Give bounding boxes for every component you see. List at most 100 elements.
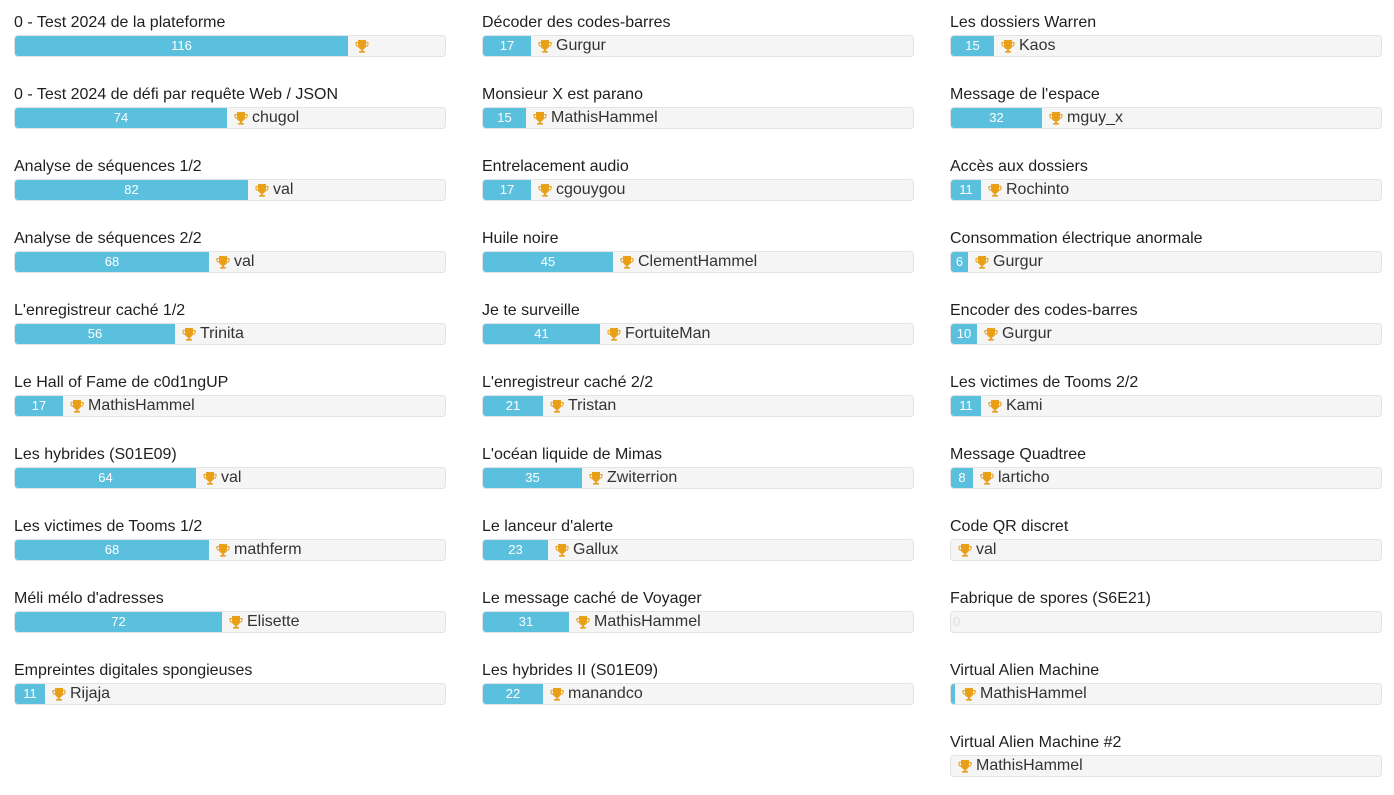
challenge-title[interactable]: 0 - Test 2024 de la plateforme: [14, 14, 226, 31]
challenge-item[interactable]: L'enregistreur caché 2/2 21 Tristan: [482, 373, 914, 445]
challenge-item[interactable]: Virtual Alien Machine MathisHammel: [950, 661, 1382, 733]
first-solver-name[interactable]: larticho: [998, 469, 1050, 486]
challenge-title[interactable]: Message Quadtree: [950, 446, 1087, 463]
challenge-title[interactable]: L'océan liquide de Mimas: [482, 446, 663, 463]
first-solver: ClementHammel: [619, 253, 757, 271]
challenge-item[interactable]: Le message caché de Voyager 31 MathisHamme…: [482, 589, 914, 661]
challenge-title[interactable]: Méli mélo d'adresses: [14, 590, 164, 607]
challenge-title[interactable]: Empreintes digitales spongieuses: [14, 662, 253, 679]
first-solver-name[interactable]: val: [976, 541, 997, 558]
first-solver-name[interactable]: MathisHammel: [980, 685, 1087, 702]
challenge-item[interactable]: Méli mélo d'adresses 72 Elisette: [14, 589, 446, 661]
trophy-icon: [575, 614, 591, 630]
challenge-title[interactable]: L'enregistreur caché 2/2: [482, 374, 654, 391]
challenge-item[interactable]: Analyse de séquences 2/2 68 val: [14, 229, 446, 301]
challenge-title[interactable]: Le Hall of Fame de c0d1ngUP: [14, 374, 229, 391]
challenge-title[interactable]: Message de l'espace: [950, 86, 1100, 103]
challenge-title[interactable]: Fabrique de spores (S6E21): [950, 590, 1151, 607]
challenge-item[interactable]: Code QR discret val: [950, 517, 1382, 589]
challenge-title[interactable]: Analyse de séquences 1/2: [14, 158, 202, 175]
first-solver-name[interactable]: chugol: [252, 109, 300, 126]
challenge-item[interactable]: Entrelacement audio 17 cgouygou: [482, 157, 914, 229]
first-solver-name[interactable]: mathferm: [234, 541, 302, 558]
challenge-item[interactable]: Encoder des codes-barres 10 Gurgur: [950, 301, 1382, 373]
solver-count: 11: [15, 684, 45, 704]
first-solver-name[interactable]: Rochinto: [1006, 181, 1070, 198]
first-solver-name[interactable]: MathisHammel: [976, 757, 1083, 774]
challenge-item[interactable]: Message Quadtree 8 larticho: [950, 445, 1382, 517]
challenge-item[interactable]: Huile noire 45 ClementHammel: [482, 229, 914, 301]
first-solver-name[interactable]: Kaos: [1019, 37, 1056, 54]
challenge-item[interactable]: Analyse de séquences 1/2 82 val: [14, 157, 446, 229]
challenge-item[interactable]: Les victimes de Tooms 1/2 68 mathferm: [14, 517, 446, 589]
trophy-icon: [181, 326, 197, 342]
first-solver-name[interactable]: ClementHammel: [638, 253, 758, 270]
first-solver-name[interactable]: Gurgur: [556, 37, 606, 54]
first-solver-name[interactable]: Zwiterrion: [607, 469, 678, 486]
challenge-title[interactable]: Virtual Alien Machine #2: [950, 734, 1122, 751]
first-solver-name[interactable]: Tristan: [568, 397, 617, 414]
first-solver-name[interactable]: cgouygou: [556, 181, 626, 198]
challenge-title[interactable]: L'enregistreur caché 1/2: [14, 302, 186, 319]
challenge-item[interactable]: Les hybrides (S01E09) 64 val: [14, 445, 446, 517]
first-solver-name[interactable]: Gurgur: [993, 253, 1043, 270]
first-solver-name[interactable]: MathisHammel: [551, 109, 658, 126]
challenge-item[interactable]: Accès aux dossiers 11 Rochinto: [950, 157, 1382, 229]
challenge-item[interactable]: Les victimes de Tooms 2/2 11 Kami: [950, 373, 1382, 445]
challenge-title[interactable]: Les hybrides II (S01E09): [482, 662, 659, 679]
first-solver-name[interactable]: val: [273, 181, 294, 198]
challenge-item[interactable]: Le Hall of Fame de c0d1ngUP 17 MathisHamme…: [14, 373, 446, 445]
challenge-item[interactable]: Monsieur X est parano 15 MathisHammel: [482, 85, 914, 157]
challenge-title[interactable]: Les dossiers Warren: [950, 14, 1097, 31]
challenge-item[interactable]: Le lanceur d'alerte 23 Gallux: [482, 517, 914, 589]
challenge-item[interactable]: 0 - Test 2024 de la plateforme 116: [14, 13, 446, 85]
first-solver-name[interactable]: val: [221, 469, 242, 486]
challenge-title[interactable]: Les victimes de Tooms 1/2: [14, 518, 203, 535]
first-solver-name[interactable]: Kami: [1006, 397, 1043, 414]
challenge-title[interactable]: Le lanceur d'alerte: [482, 518, 614, 535]
challenge-title[interactable]: Consommation électrique anormale: [950, 230, 1203, 247]
challenge-item[interactable]: Fabrique de spores (S6E21) 0: [950, 589, 1382, 661]
first-solver-name[interactable]: MathisHammel: [594, 613, 701, 630]
challenge-title[interactable]: Les hybrides (S01E09): [14, 446, 177, 463]
challenge-item[interactable]: Les hybrides II (S01E09) 22 manandco: [482, 661, 914, 733]
first-solver-name[interactable]: Gallux: [573, 541, 619, 558]
challenge-item[interactable]: Message de l'espace 32 mguy_x: [950, 85, 1382, 157]
first-solver-name[interactable]: Trinita: [200, 325, 244, 342]
challenge-title[interactable]: Analyse de séquences 2/2: [14, 230, 202, 247]
challenge-title[interactable]: Virtual Alien Machine: [950, 662, 1100, 679]
challenge-item[interactable]: Virtual Alien Machine #2 MathisHammel: [950, 733, 1382, 795]
challenge-title[interactable]: Encoder des codes-barres: [950, 302, 1138, 319]
challenge-title[interactable]: Monsieur X est parano: [482, 86, 643, 103]
first-solver-name[interactable]: mguy_x: [1067, 109, 1124, 126]
first-solver-name[interactable]: Elisette: [247, 613, 300, 630]
challenge-title[interactable]: Je te surveille: [482, 302, 580, 319]
first-solver-name[interactable]: MathisHammel: [88, 397, 195, 414]
first-solver-name[interactable]: val: [234, 253, 255, 270]
challenge-item[interactable]: Consommation électrique anormale 6 Gurgur: [950, 229, 1382, 301]
trophy-icon: [532, 110, 548, 126]
progress-bar: 17 MathisHammel: [14, 395, 446, 417]
trophy-icon: [987, 182, 1003, 198]
challenge-item[interactable]: L'océan liquide de Mimas 35 Zwiterrion: [482, 445, 914, 517]
first-solver-name[interactable]: FortuiteMan: [625, 325, 711, 342]
challenge-title[interactable]: Décoder des codes-barres: [482, 14, 671, 31]
first-solver-name[interactable]: manandco: [568, 685, 643, 702]
challenge-item[interactable]: L'enregistreur caché 1/2 56 Trinita: [14, 301, 446, 373]
first-solver: Gurgur: [537, 37, 606, 55]
first-solver-name[interactable]: Rijaja: [70, 685, 111, 702]
first-solver-name[interactable]: Gurgur: [1002, 325, 1052, 342]
challenge-item[interactable]: 0 - Test 2024 de défi par requête Web / …: [14, 85, 446, 157]
challenge-title[interactable]: Code QR discret: [950, 518, 1069, 535]
challenge-title[interactable]: Huile noire: [482, 230, 559, 247]
challenge-title[interactable]: Entrelacement audio: [482, 158, 629, 175]
challenge-title[interactable]: Accès aux dossiers: [950, 158, 1088, 175]
challenge-item[interactable]: Je te surveille 41 FortuiteMan: [482, 301, 914, 373]
challenge-title[interactable]: Les victimes de Tooms 2/2: [950, 374, 1139, 391]
challenge-item[interactable]: Décoder des codes-barres 17 Gurgur: [482, 13, 914, 85]
challenge-item[interactable]: Les dossiers Warren 15 Kaos: [950, 13, 1382, 85]
challenge-title[interactable]: 0 - Test 2024 de défi par requête Web / …: [14, 86, 339, 103]
first-solver: Rijaja: [51, 685, 110, 703]
challenge-item[interactable]: Empreintes digitales spongieuses 11 Rijaja: [14, 661, 446, 733]
challenge-title[interactable]: Le message caché de Voyager: [482, 590, 702, 607]
